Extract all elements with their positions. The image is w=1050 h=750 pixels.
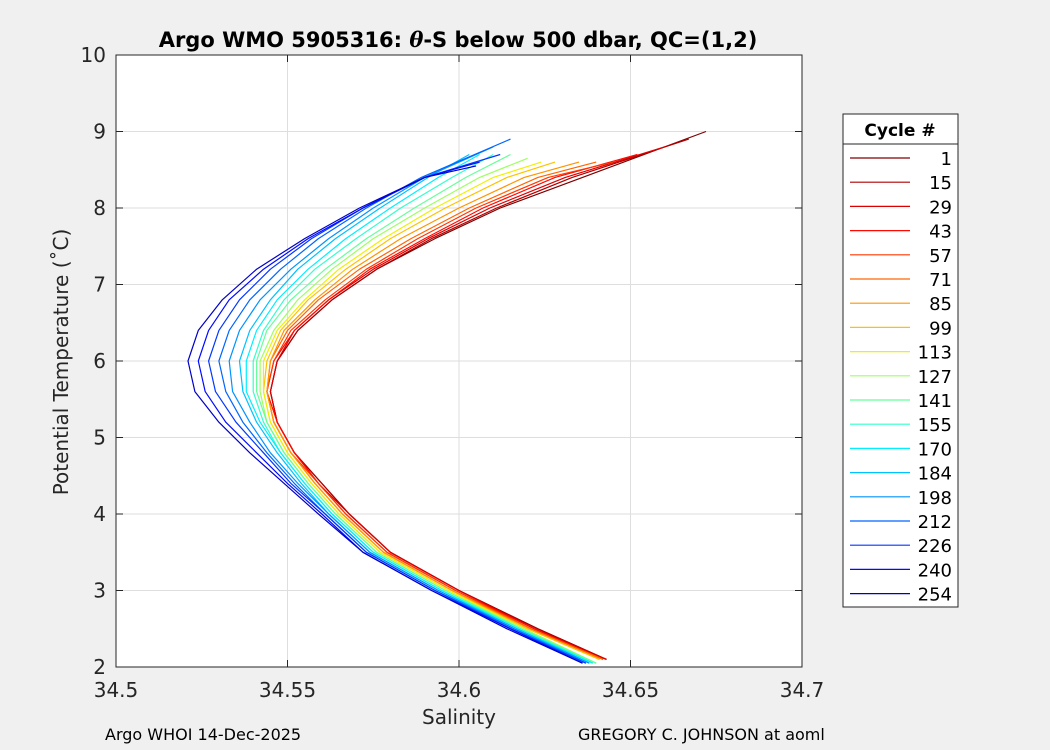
series-line-cycle-141 xyxy=(256,153,597,664)
legend-label-cycle-226: 226 xyxy=(918,536,952,557)
chart-title: Argo WMO 5905316: θ-S below 500 dbar, QC… xyxy=(159,27,758,52)
series-line-cycle-226 xyxy=(208,153,587,664)
legend-label-cycle-57: 57 xyxy=(929,246,952,267)
legend-label-cycle-155: 155 xyxy=(918,415,952,436)
y-tick-label: 10 xyxy=(81,43,106,67)
series-line-cycle-29 xyxy=(269,146,665,660)
y-tick-label: 7 xyxy=(93,273,106,297)
legend-label-cycle-240: 240 xyxy=(918,560,952,581)
series-line-cycle-198 xyxy=(228,146,590,664)
y-tick-label: 4 xyxy=(93,502,106,526)
legend-label-cycle-15: 15 xyxy=(929,173,952,194)
legend: Cycle # 1 15 29 43 57 71 85 99 113 127 141 155 170 18… xyxy=(842,113,959,608)
legend-label-cycle-170: 170 xyxy=(918,439,952,460)
y-tick-label: 6 xyxy=(93,349,106,373)
x-axis: 34.5 34.55 34.6 34.65 34.7 xyxy=(94,55,825,702)
legend-label-cycle-99: 99 xyxy=(929,318,952,339)
x-tick-label: 34.6 xyxy=(437,678,482,702)
curves xyxy=(187,130,707,664)
series-line-cycle-113 xyxy=(262,161,597,664)
legend-label-cycle-29: 29 xyxy=(929,197,952,218)
legend-label-cycle-113: 113 xyxy=(918,343,952,364)
y-tick-label: 2 xyxy=(93,655,106,679)
x-tick-label: 34.7 xyxy=(780,678,825,702)
legend-box xyxy=(842,113,959,608)
series-line-cycle-85 xyxy=(266,161,600,660)
x-axis-label: Salinity xyxy=(422,705,496,729)
legend-label-cycle-254: 254 xyxy=(918,585,952,606)
legend-items: 1 15 29 43 57 71 85 99 113 127 141 155 170 184 198 212 2… xyxy=(850,149,952,606)
legend-title: Cycle # xyxy=(864,121,935,141)
legend-label-cycle-127: 127 xyxy=(918,367,952,388)
legend-label-cycle-71: 71 xyxy=(929,270,952,291)
y-axis-label: Potential Temperature (˚C) xyxy=(49,229,73,496)
x-tick-label: 34.65 xyxy=(602,678,659,702)
y-tick-label: 9 xyxy=(93,120,106,144)
legend-label-cycle-198: 198 xyxy=(918,488,952,509)
legend-label-cycle-85: 85 xyxy=(929,294,952,315)
y-axis: 2 3 4 5 6 7 8 9 10 xyxy=(81,43,802,679)
x-tick-label: 34.55 xyxy=(259,678,316,702)
legend-label-cycle-212: 212 xyxy=(918,512,952,533)
legend-label-cycle-43: 43 xyxy=(929,222,952,243)
legend-label-cycle-184: 184 xyxy=(918,464,952,485)
legend-label-cycle-1: 1 xyxy=(941,149,952,170)
y-tick-label: 3 xyxy=(93,579,106,603)
series-line-cycle-170 xyxy=(245,153,594,664)
y-tick-label: 5 xyxy=(93,426,106,450)
legend-label-cycle-141: 141 xyxy=(918,391,952,412)
x-tick-label: 34.5 xyxy=(94,678,139,702)
series-line-cycle-254 xyxy=(187,165,583,664)
y-tick-label: 8 xyxy=(93,196,106,220)
footer-source: Argo WHOI 14-Dec-2025 xyxy=(105,725,302,744)
footer-author: GREGORY C. JOHNSON at aoml xyxy=(578,725,825,744)
